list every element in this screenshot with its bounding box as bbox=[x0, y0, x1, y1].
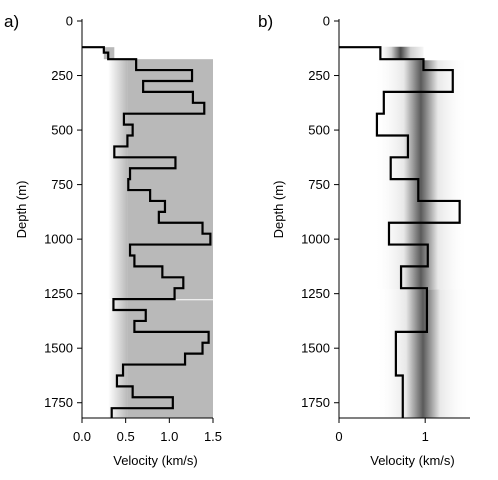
y-tick-label: 1500 bbox=[44, 341, 73, 356]
panel-b: 0 250 500 750 1000 1250 1500 1750 0 1 Velocity (km… bbox=[258, 12, 470, 468]
x-axis-label: Velocity (km/s) bbox=[113, 453, 198, 468]
panel-tag: a) bbox=[4, 12, 19, 31]
y-tick-label: 1750 bbox=[44, 395, 73, 410]
velocity-profile-line bbox=[82, 46, 212, 418]
y-tick-label: 0 bbox=[323, 14, 330, 29]
panel-a: 0 250 500 750 1000 1250 1500 1750 0.0 0.5 1.0 1.5 Ve… bbox=[4, 12, 222, 468]
x-tick-label: 1 bbox=[422, 429, 429, 444]
y-axis-label: Depth (m) bbox=[14, 181, 29, 239]
y-tick-label: 1000 bbox=[301, 232, 330, 247]
y-tick-label: 500 bbox=[308, 123, 330, 138]
velocity-uncertainty-band bbox=[373, 60, 469, 290]
velocity-uncertainty-band bbox=[376, 289, 470, 418]
y-tick-label: 1250 bbox=[301, 286, 330, 301]
y-tick-label: 250 bbox=[51, 68, 73, 83]
y-tick-label: 1750 bbox=[301, 395, 330, 410]
y-tick-label: 1250 bbox=[44, 286, 73, 301]
y-tick-label: 750 bbox=[308, 177, 330, 192]
x-tick-label: 1.0 bbox=[160, 429, 178, 444]
y-tick-label: 0 bbox=[66, 14, 73, 29]
y-tick-label: 500 bbox=[51, 123, 73, 138]
velocity-profile-line bbox=[339, 46, 461, 418]
x-tick-label: 1.5 bbox=[204, 429, 222, 444]
y-tick-label: 1500 bbox=[301, 341, 330, 356]
y-axis-label: Depth (m) bbox=[271, 181, 286, 239]
velocity-band bbox=[127, 59, 213, 419]
velocity-uncertainty-band-top bbox=[377, 46, 424, 60]
velocity-band-gradient bbox=[108, 59, 128, 419]
x-tick-label: 0.5 bbox=[117, 429, 135, 444]
x-tick-label: 0 bbox=[335, 429, 342, 444]
x-axis-label: Velocity (km/s) bbox=[370, 453, 455, 468]
x-tick-label: 0.0 bbox=[73, 429, 91, 444]
panel-tag: b) bbox=[258, 12, 273, 31]
y-tick-label: 750 bbox=[51, 177, 73, 192]
y-tick-label: 250 bbox=[308, 68, 330, 83]
y-tick-label: 1000 bbox=[44, 232, 73, 247]
